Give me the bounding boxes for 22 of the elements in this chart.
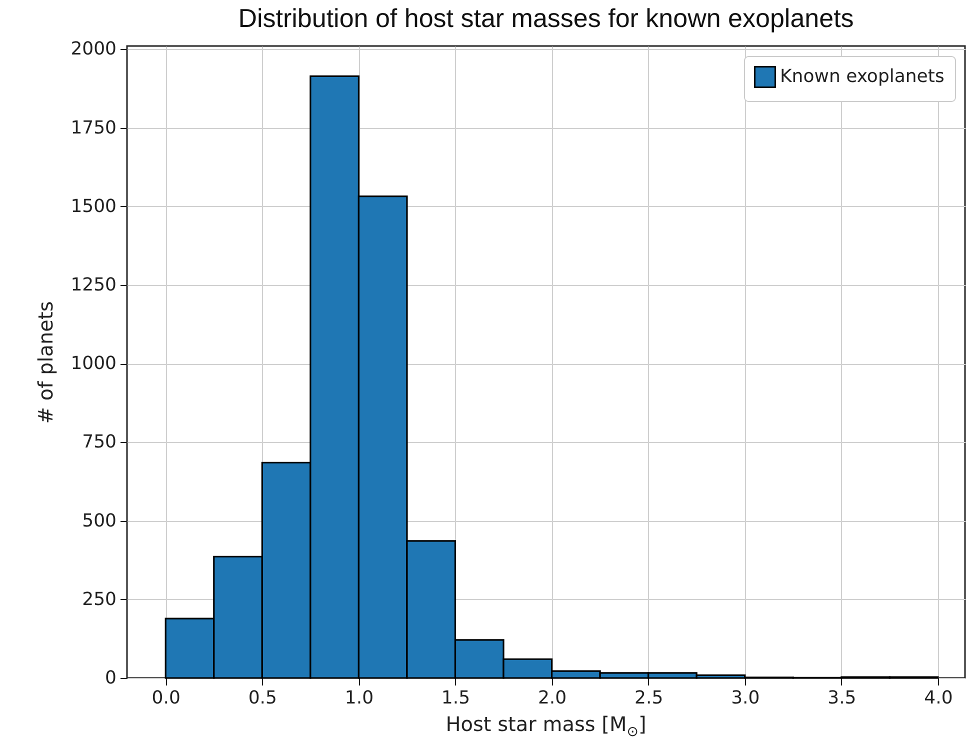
y-axis-title: # of planets	[34, 301, 58, 424]
y-tick-label: 1000	[70, 353, 116, 374]
x-tick-label: 2.5	[634, 688, 664, 708]
x-tick-label: 3.0	[731, 688, 760, 708]
x-tick-label: 0.5	[248, 688, 277, 708]
x-tick-label: 0.0	[152, 688, 180, 708]
y-tick-label: 250	[82, 588, 116, 610]
y-tick-label: 1250	[70, 274, 116, 296]
x-tick-label: 1.5	[441, 688, 470, 708]
x-tick-label: 3.5	[828, 688, 856, 708]
y-tick-label: 2000	[70, 38, 116, 60]
y-tick-label: 1750	[70, 117, 116, 138]
x-axis-title: Host star mass [M$_{⊙}$]	[444, 712, 648, 740]
y-tick-label: 500	[82, 510, 116, 532]
y-tick-label: 1500	[70, 196, 116, 217]
chart-title: Distribution of host star masses for known exoplanets	[238, 3, 854, 34]
legend-label: Known exoplanets	[780, 66, 944, 87]
x-tick-label: 4.0	[924, 688, 953, 708]
y-tick-label: 750	[82, 432, 116, 453]
x-tick-label: 2.0	[538, 688, 567, 708]
x-tick-label: 1.0	[344, 688, 374, 708]
y-tick-label: 0	[105, 668, 116, 688]
